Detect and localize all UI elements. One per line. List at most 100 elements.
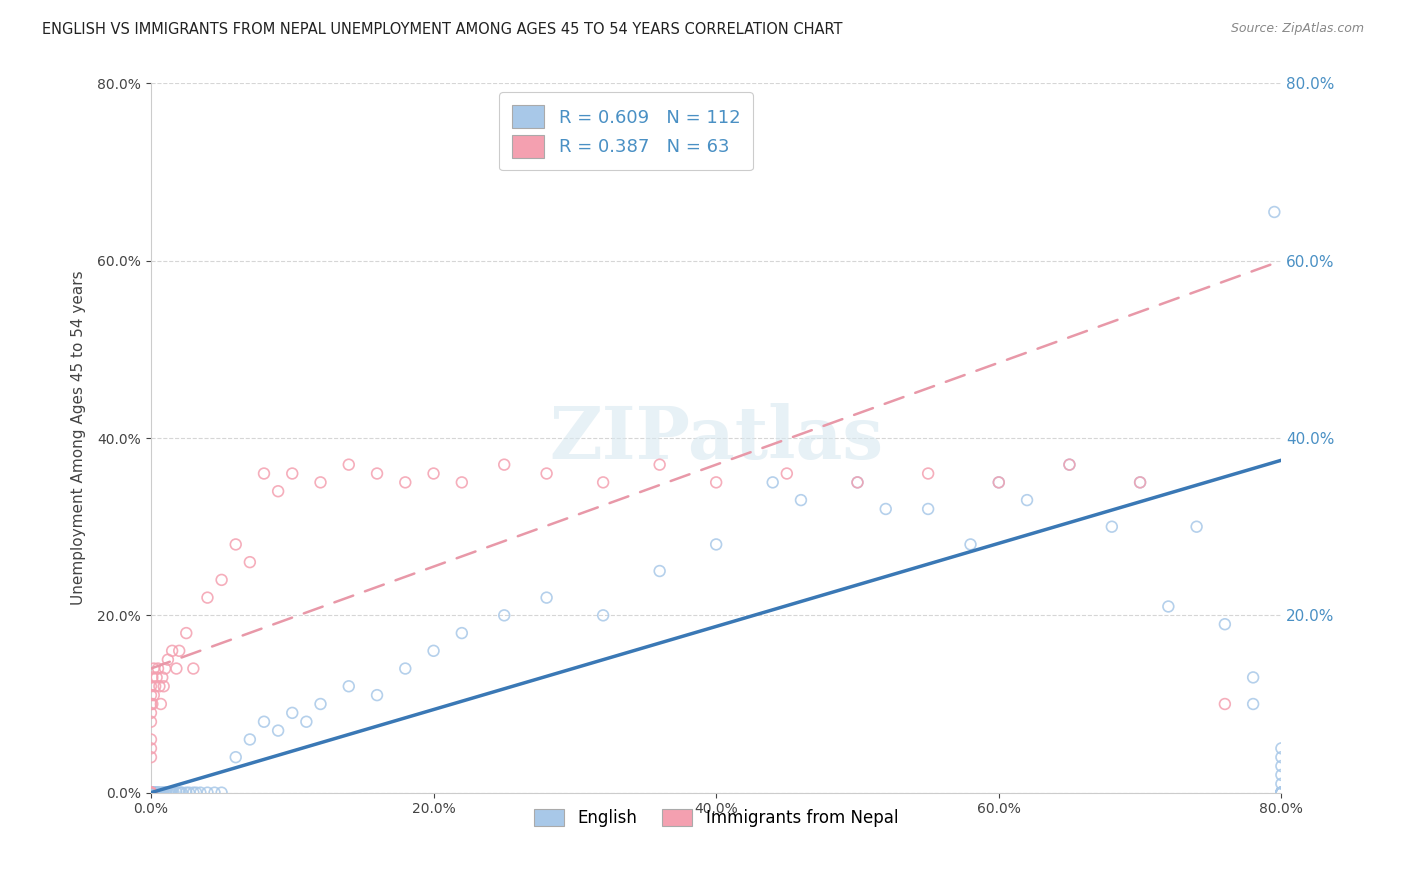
Point xyxy=(153,661,176,675)
Point xyxy=(139,786,162,800)
Point xyxy=(156,653,179,667)
Point xyxy=(148,679,170,693)
Point xyxy=(153,786,176,800)
Point xyxy=(536,591,558,605)
Point xyxy=(139,786,162,800)
Point xyxy=(139,786,162,800)
Point xyxy=(790,493,813,508)
Point xyxy=(139,786,162,800)
Point xyxy=(1213,697,1236,711)
Point xyxy=(204,786,226,800)
Point xyxy=(183,661,205,675)
Point xyxy=(1157,599,1180,614)
Point xyxy=(139,786,162,800)
Point xyxy=(160,644,183,658)
Point xyxy=(149,697,172,711)
Point xyxy=(165,786,187,800)
Point xyxy=(142,688,165,702)
Point xyxy=(422,644,444,658)
Point xyxy=(366,467,388,481)
Point xyxy=(142,786,165,800)
Point xyxy=(143,679,166,693)
Point xyxy=(337,458,360,472)
Point xyxy=(211,786,233,800)
Point xyxy=(160,786,183,800)
Point xyxy=(1270,741,1292,756)
Point xyxy=(150,786,173,800)
Point xyxy=(139,714,162,729)
Point xyxy=(1185,519,1208,533)
Point xyxy=(1270,786,1292,800)
Point xyxy=(1270,759,1292,773)
Point xyxy=(1129,475,1152,490)
Point xyxy=(225,750,247,764)
Point xyxy=(253,714,276,729)
Text: ENGLISH VS IMMIGRANTS FROM NEPAL UNEMPLOYMENT AMONG AGES 45 TO 54 YEARS CORRELAT: ENGLISH VS IMMIGRANTS FROM NEPAL UNEMPLO… xyxy=(42,22,842,37)
Point xyxy=(142,786,165,800)
Point xyxy=(450,475,472,490)
Point xyxy=(309,697,332,711)
Point xyxy=(648,458,671,472)
Point xyxy=(170,786,193,800)
Point xyxy=(917,467,939,481)
Point xyxy=(1270,786,1292,800)
Point xyxy=(139,786,162,800)
Point xyxy=(1270,750,1292,764)
Point xyxy=(211,573,233,587)
Point xyxy=(1270,768,1292,782)
Point xyxy=(145,786,167,800)
Legend: English, Immigrants from Nepal: English, Immigrants from Nepal xyxy=(527,803,905,834)
Point xyxy=(1059,458,1081,472)
Point xyxy=(139,786,162,800)
Point xyxy=(139,697,162,711)
Point xyxy=(150,670,173,684)
Point xyxy=(1270,786,1292,800)
Point xyxy=(139,786,162,800)
Y-axis label: Unemployment Among Ages 45 to 54 years: Unemployment Among Ages 45 to 54 years xyxy=(72,271,86,606)
Point xyxy=(139,786,162,800)
Point xyxy=(142,661,165,675)
Point xyxy=(152,786,174,800)
Point xyxy=(142,786,165,800)
Point xyxy=(141,670,163,684)
Point xyxy=(149,786,172,800)
Point xyxy=(139,786,162,800)
Point xyxy=(169,786,191,800)
Point xyxy=(592,608,614,623)
Point xyxy=(366,688,388,702)
Point xyxy=(139,786,162,800)
Point xyxy=(139,786,162,800)
Point xyxy=(875,502,897,516)
Point xyxy=(139,786,162,800)
Point xyxy=(174,786,197,800)
Point xyxy=(139,786,162,800)
Point xyxy=(267,484,290,499)
Point xyxy=(139,786,162,800)
Point xyxy=(139,786,162,800)
Point xyxy=(139,786,162,800)
Point xyxy=(536,467,558,481)
Point xyxy=(139,786,162,800)
Point xyxy=(141,697,163,711)
Point xyxy=(1270,786,1292,800)
Point xyxy=(648,564,671,578)
Point xyxy=(141,786,163,800)
Point xyxy=(139,786,162,800)
Point xyxy=(139,741,162,756)
Point xyxy=(1241,670,1264,684)
Point xyxy=(143,786,166,800)
Point xyxy=(139,688,162,702)
Point xyxy=(776,467,799,481)
Point xyxy=(167,786,190,800)
Point xyxy=(139,786,162,800)
Point xyxy=(197,786,219,800)
Point xyxy=(422,467,444,481)
Point xyxy=(141,786,163,800)
Point xyxy=(1270,786,1292,800)
Point xyxy=(253,467,276,481)
Point xyxy=(139,786,162,800)
Point xyxy=(155,786,177,800)
Point xyxy=(394,661,416,675)
Point xyxy=(337,679,360,693)
Point xyxy=(139,786,162,800)
